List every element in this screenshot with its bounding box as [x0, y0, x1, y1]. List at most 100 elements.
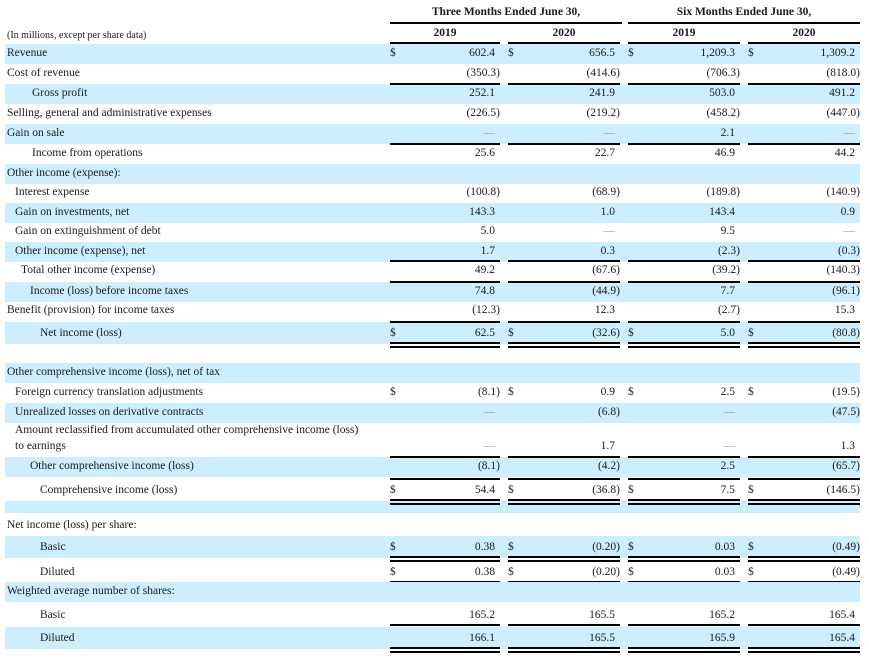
- cell-value: 252.1: [469, 87, 495, 99]
- cell-value: 1.7: [600, 440, 615, 452]
- header-rule: [390, 22, 622, 24]
- cell-value: (39.2): [712, 264, 740, 276]
- table-row: Other income (expense):: [5, 164, 860, 184]
- cell-value: 12.3: [594, 304, 615, 316]
- table-row: Gross profit: [5, 84, 860, 104]
- cell-value: (2.3): [717, 245, 740, 257]
- cell-value: (189.8): [706, 186, 740, 198]
- header-year-6m-2020: 2020: [792, 27, 816, 39]
- table-row: Diluted: [5, 561, 860, 583]
- cell-value: (818.0): [826, 67, 860, 79]
- row-label: Amount reclassified from accumulated oth…: [15, 424, 359, 436]
- cell-value: (447.0): [826, 107, 860, 119]
- currency-symbol: $: [628, 47, 634, 59]
- cell-value: 165.9: [709, 632, 735, 644]
- cell-value: (458.2): [706, 107, 740, 119]
- header-year-3m-2019: 2019: [433, 27, 457, 39]
- cell-value: 241.9: [589, 87, 615, 99]
- cell-value: 22.7: [594, 147, 615, 159]
- row-label: Gain on investments, net: [15, 206, 130, 218]
- cell-value: 0.3: [600, 245, 615, 257]
- subtotal-rule: [748, 478, 860, 480]
- cell-value: —: [483, 406, 496, 418]
- cell-value: 0.9: [840, 206, 855, 218]
- subtotal-rule: [748, 456, 860, 458]
- table-row: Basic: [5, 536, 860, 558]
- total-double-rule: [390, 499, 500, 505]
- cell-value: 165.5: [589, 632, 615, 644]
- row-label: Benefit (provision) for income taxes: [7, 304, 175, 316]
- cell-value: 2.5: [720, 460, 735, 472]
- total-double-rule: [748, 647, 860, 653]
- cell-value: 7.7: [720, 285, 735, 297]
- row-label: Other income (expense), net: [15, 245, 146, 257]
- cell-value: (80.8): [832, 327, 860, 339]
- cell-value: (706.3): [706, 67, 740, 79]
- cell-value: 5.0: [720, 327, 735, 339]
- currency-symbol: $: [748, 47, 754, 59]
- row-label: Net income (loss): [40, 327, 122, 339]
- row-label: Other comprehensive income (loss): [30, 460, 194, 472]
- header-three-months: Three Months Ended June 30,: [431, 6, 581, 18]
- subtotal-rule: [508, 83, 620, 85]
- cell-value: 503.0: [709, 87, 735, 99]
- currency-symbol: $: [390, 327, 396, 339]
- cell-value: (4.2): [597, 460, 620, 472]
- currency-symbol: $: [628, 327, 634, 339]
- table-row: Gain on sale: [5, 124, 860, 144]
- row-label: Unrealized losses on derivative contract…: [15, 406, 204, 418]
- total-double-rule: [508, 647, 620, 653]
- table-row: Foreign currency translation adjustments: [5, 383, 860, 403]
- currency-symbol: $: [748, 386, 754, 398]
- row-label: Selling, general and administrative expe…: [7, 107, 212, 119]
- currency-symbol: $: [628, 386, 634, 398]
- table-row: Selling, general and administrative expe…: [5, 104, 860, 124]
- cell-value: —: [843, 225, 856, 237]
- cell-value: 1.3: [840, 440, 855, 452]
- currency-symbol: $: [390, 386, 396, 398]
- table-row: Total other income (expense): [5, 261, 860, 281]
- cell-value: (36.8): [592, 484, 620, 496]
- currency-symbol: $: [748, 327, 754, 339]
- cell-value: 1.7: [480, 245, 495, 257]
- table-row: Income from operations: [5, 144, 860, 164]
- row-label: Revenue: [7, 47, 48, 59]
- row-label: Diluted: [40, 566, 75, 578]
- subtotal-rule: [628, 456, 740, 458]
- cell-value: 165.2: [469, 609, 495, 621]
- cell-value: 62.5: [474, 327, 495, 339]
- row-label: Diluted: [40, 632, 75, 644]
- cell-value: (96.1): [832, 285, 860, 297]
- cell-value: 165.2: [709, 609, 735, 621]
- cell-value: —: [843, 127, 856, 139]
- total-double-rule: [748, 556, 860, 562]
- total-double-rule: [390, 342, 500, 348]
- cell-value: (19.5): [832, 386, 860, 398]
- header-rule: [390, 42, 500, 44]
- row-label: Gain on sale: [7, 127, 65, 139]
- subtotal-rule: [628, 83, 740, 85]
- currency-symbol: $: [508, 327, 514, 339]
- row-label: Gross profit: [32, 87, 88, 99]
- subtotal-rule: [390, 260, 500, 262]
- cell-value: (0.20): [592, 541, 620, 553]
- table-row: Benefit (provision) for income taxes: [5, 301, 860, 321]
- total-double-rule: [508, 342, 620, 348]
- cell-value: (226.5): [466, 107, 500, 119]
- cell-value: 0.03: [714, 566, 735, 578]
- cell-value: —: [723, 440, 736, 452]
- total-double-rule: [748, 342, 860, 348]
- subtotal-rule: [508, 260, 620, 262]
- currency-symbol: $: [508, 566, 514, 578]
- cell-value: 656.5: [589, 47, 615, 59]
- subtotal-rule: [748, 281, 860, 283]
- table-row: Amount reclassified from accumulated oth…: [5, 423, 860, 457]
- cell-value: —: [483, 127, 496, 139]
- row-label: Income from operations: [32, 147, 143, 159]
- subtotal-rule: [748, 143, 860, 145]
- subtotal-rule: [508, 456, 620, 458]
- table-row: Basic: [5, 604, 860, 626]
- currency-symbol: $: [508, 386, 514, 398]
- subtotal-rule: [508, 478, 620, 480]
- cell-value: 9.5: [720, 225, 735, 237]
